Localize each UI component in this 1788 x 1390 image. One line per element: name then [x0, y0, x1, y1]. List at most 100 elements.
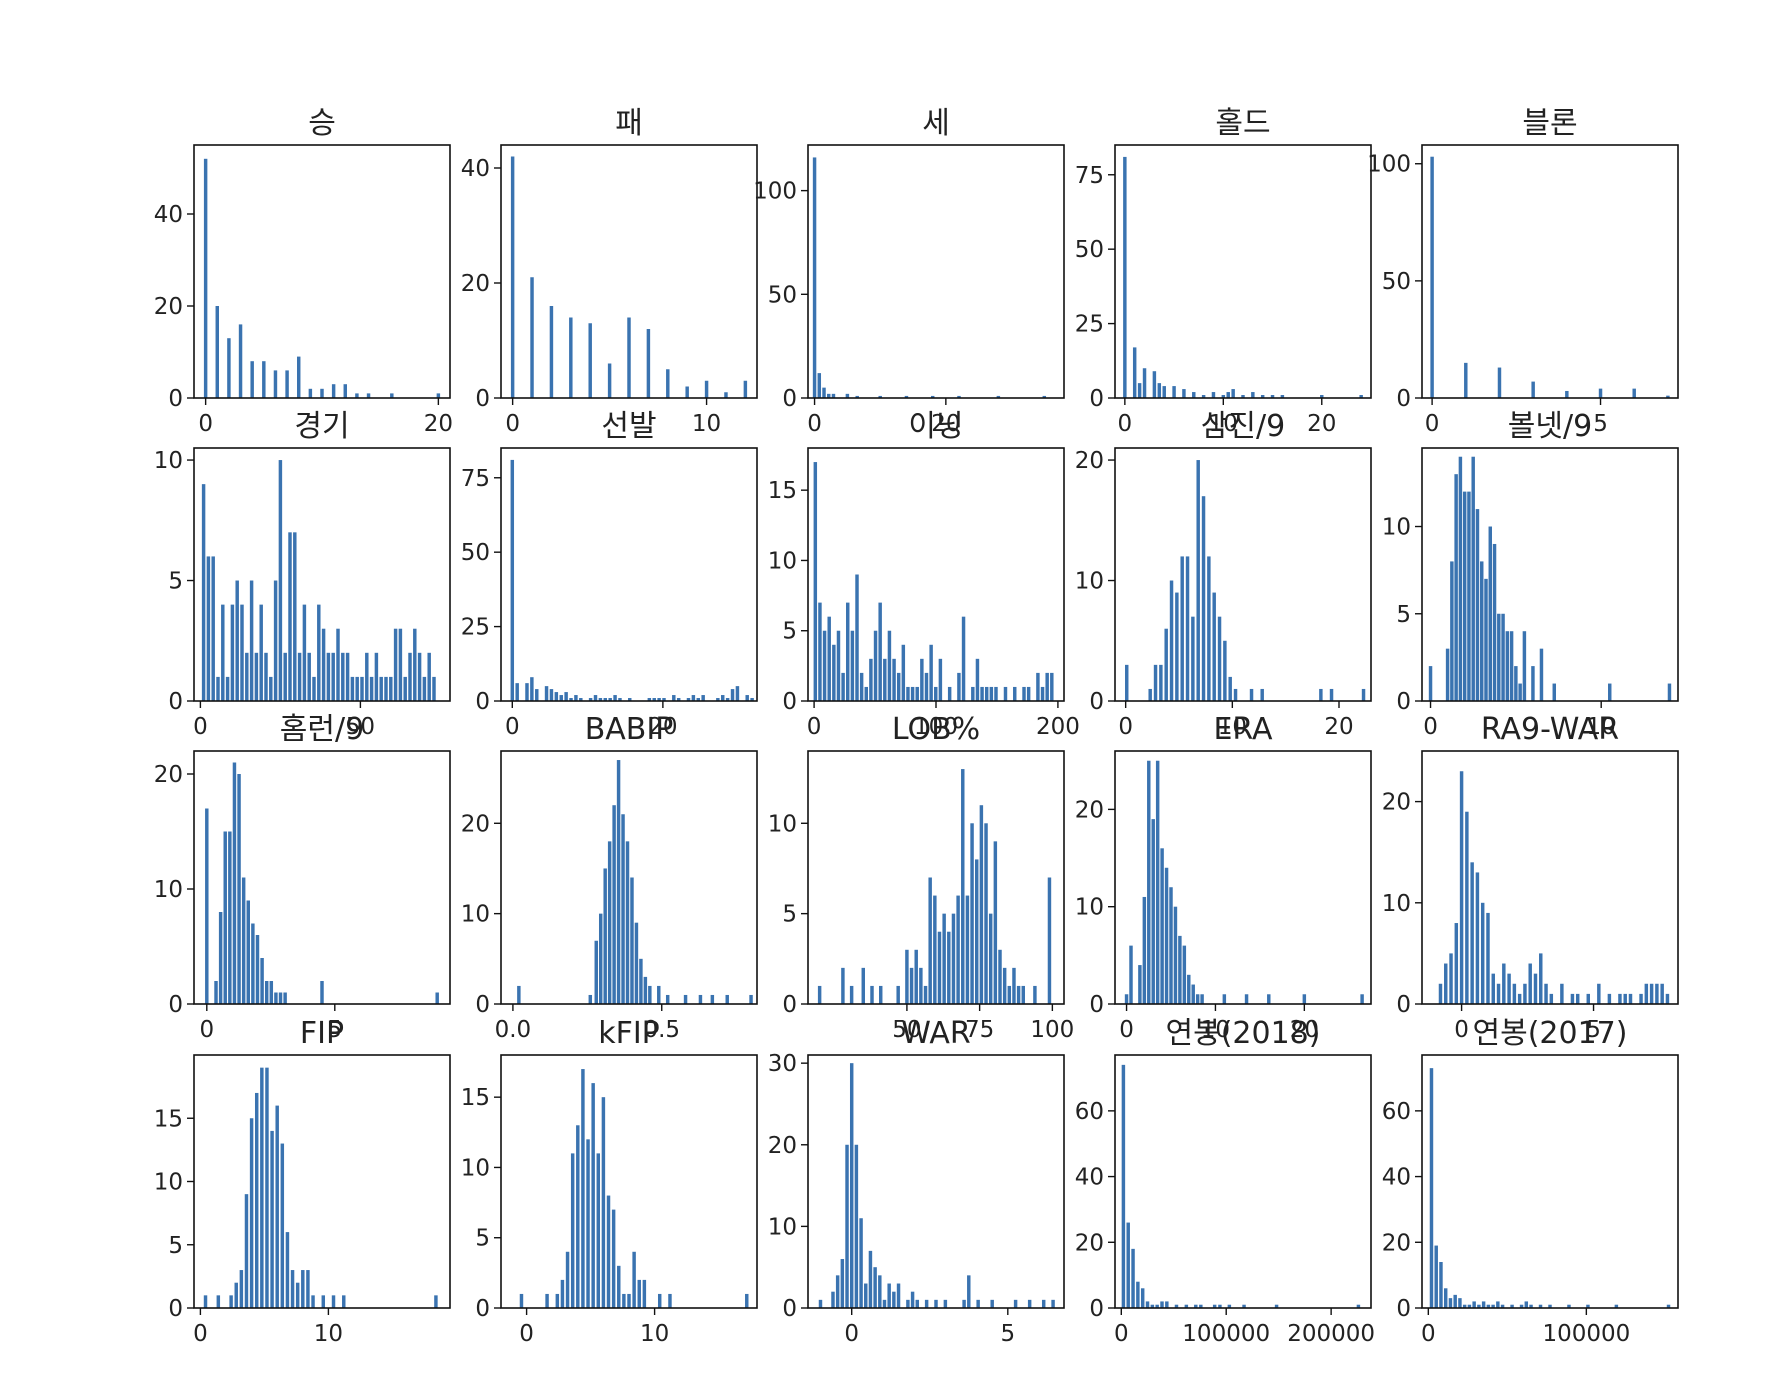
histogram-bar — [560, 1279, 565, 1308]
histogram-bar — [237, 774, 241, 1004]
subplot-3: 0 50 100 0 20 세 — [753, 106, 1065, 437]
histogram-bar — [588, 994, 593, 1004]
histogram-bar — [249, 580, 254, 701]
histogram-bar — [1123, 156, 1127, 398]
histogram-bar — [588, 323, 592, 398]
y-tick-label: 0 — [168, 386, 183, 412]
x-tick-label: 0 — [198, 411, 213, 437]
histogram-bar — [427, 652, 431, 701]
histogram-bar — [1182, 945, 1187, 1004]
y-tick-label: 100 — [753, 179, 797, 205]
histogram-bar — [225, 676, 230, 701]
histogram-bar — [1531, 381, 1535, 398]
histogram-bar — [280, 1143, 285, 1308]
histogram-bar — [817, 985, 822, 1004]
histogram-bar — [947, 686, 952, 701]
histogram-bar — [1218, 1304, 1222, 1308]
histogram-bar — [215, 306, 219, 398]
histogram-bar — [206, 556, 211, 701]
histogram-bar — [1173, 906, 1178, 1004]
histogram-bar — [413, 628, 417, 701]
histogram-bar — [887, 1283, 891, 1308]
histogram-bar — [1140, 1288, 1145, 1308]
histogram-bar — [1191, 616, 1195, 701]
histogram-bar — [724, 392, 728, 398]
y-tick-label: 0 — [1089, 386, 1104, 412]
histogram-bar — [923, 985, 928, 1004]
histogram-bars — [1125, 460, 1366, 701]
histogram-bar — [1201, 395, 1206, 398]
histogram-bar — [976, 1299, 980, 1308]
y-tick-label: 10 — [1075, 569, 1104, 595]
y-tick-label: 20 — [154, 762, 183, 788]
histogram-bar — [910, 1291, 915, 1308]
histogram-bar — [725, 698, 730, 701]
y-tick-label: 10 — [461, 1155, 490, 1181]
subplot-title: 이닝 — [908, 409, 963, 444]
histogram-bar — [1137, 383, 1142, 398]
histogram-bar — [1586, 993, 1590, 1004]
y-tick-label: 20 — [768, 1133, 797, 1159]
histogram-bar — [933, 895, 937, 1004]
subplot-5: 0 50 100 0 5 블론 — [1367, 106, 1679, 437]
histogram-bar — [929, 644, 933, 701]
histogram-bar — [657, 985, 661, 1004]
histogram-bar — [859, 672, 864, 701]
histogram-bar — [1475, 509, 1480, 701]
histogram-bar — [218, 912, 223, 1004]
histogram-bar — [1586, 1304, 1590, 1308]
histogram-bar — [1450, 561, 1454, 701]
y-tick-label: 20 — [1075, 797, 1104, 823]
histogram-bar — [565, 1251, 570, 1308]
x-tick-label: 10 — [1201, 1017, 1230, 1043]
x-tick-label: 0 — [505, 411, 520, 437]
x-tick-label: 10 — [1587, 714, 1616, 740]
histogram-bar — [1147, 760, 1151, 1004]
histogram-bar — [1484, 578, 1488, 701]
histogram-bars — [1429, 1068, 1671, 1308]
histogram-bar — [228, 831, 232, 1004]
histogram-bar — [859, 1218, 863, 1308]
histogram-bar — [1462, 491, 1467, 701]
histogram-bar — [750, 698, 754, 701]
histogram-bar — [652, 698, 656, 701]
histogram-bar — [915, 686, 919, 701]
y-tick-label: 10 — [154, 1170, 183, 1196]
histogram-bar — [586, 1139, 590, 1308]
axes-frame — [500, 144, 758, 399]
histogram-bar — [295, 1282, 300, 1308]
histogram-bar — [302, 604, 307, 701]
axes-frame — [193, 447, 451, 702]
histogram-bar — [1614, 1304, 1619, 1308]
histogram-bar — [1191, 984, 1195, 1004]
histogram-bar — [288, 532, 292, 701]
histogram-bar — [238, 324, 243, 398]
histogram-bar — [308, 388, 313, 398]
histogram-bar — [873, 1267, 877, 1308]
histogram-bar — [1623, 993, 1627, 1004]
y-tick-label: 0 — [475, 1296, 490, 1322]
y-tick-label: 0 — [1396, 1296, 1411, 1322]
histogram-bar — [892, 658, 896, 701]
histogram-bar — [1142, 896, 1147, 1004]
subplot-title: BABIP — [585, 712, 674, 747]
histogram-bar — [221, 604, 225, 701]
y-tick-label: 0 — [1089, 689, 1104, 715]
histogram-bar — [417, 652, 422, 701]
histogram-bar — [574, 695, 578, 701]
histogram-bar — [662, 698, 666, 701]
subplot-10: 0 5 10 0 10 볼넷/9 — [1382, 409, 1679, 740]
histogram-bar — [818, 1299, 823, 1308]
histogram-bar — [1045, 672, 1049, 701]
histogram-bar — [270, 1130, 274, 1308]
histogram-bar — [1270, 395, 1275, 398]
histogram-bar — [934, 686, 938, 701]
histogram-bar — [230, 604, 235, 701]
histogram-bar — [1567, 1304, 1571, 1308]
histogram-bar — [366, 393, 371, 398]
histogram-bar — [1199, 1304, 1203, 1308]
subplot-1: 0 20 40 0 20 승 — [154, 106, 453, 437]
histogram-bar — [607, 363, 612, 398]
y-tick-label: 5 — [475, 1226, 490, 1252]
y-tick-label: 50 — [1075, 237, 1104, 263]
